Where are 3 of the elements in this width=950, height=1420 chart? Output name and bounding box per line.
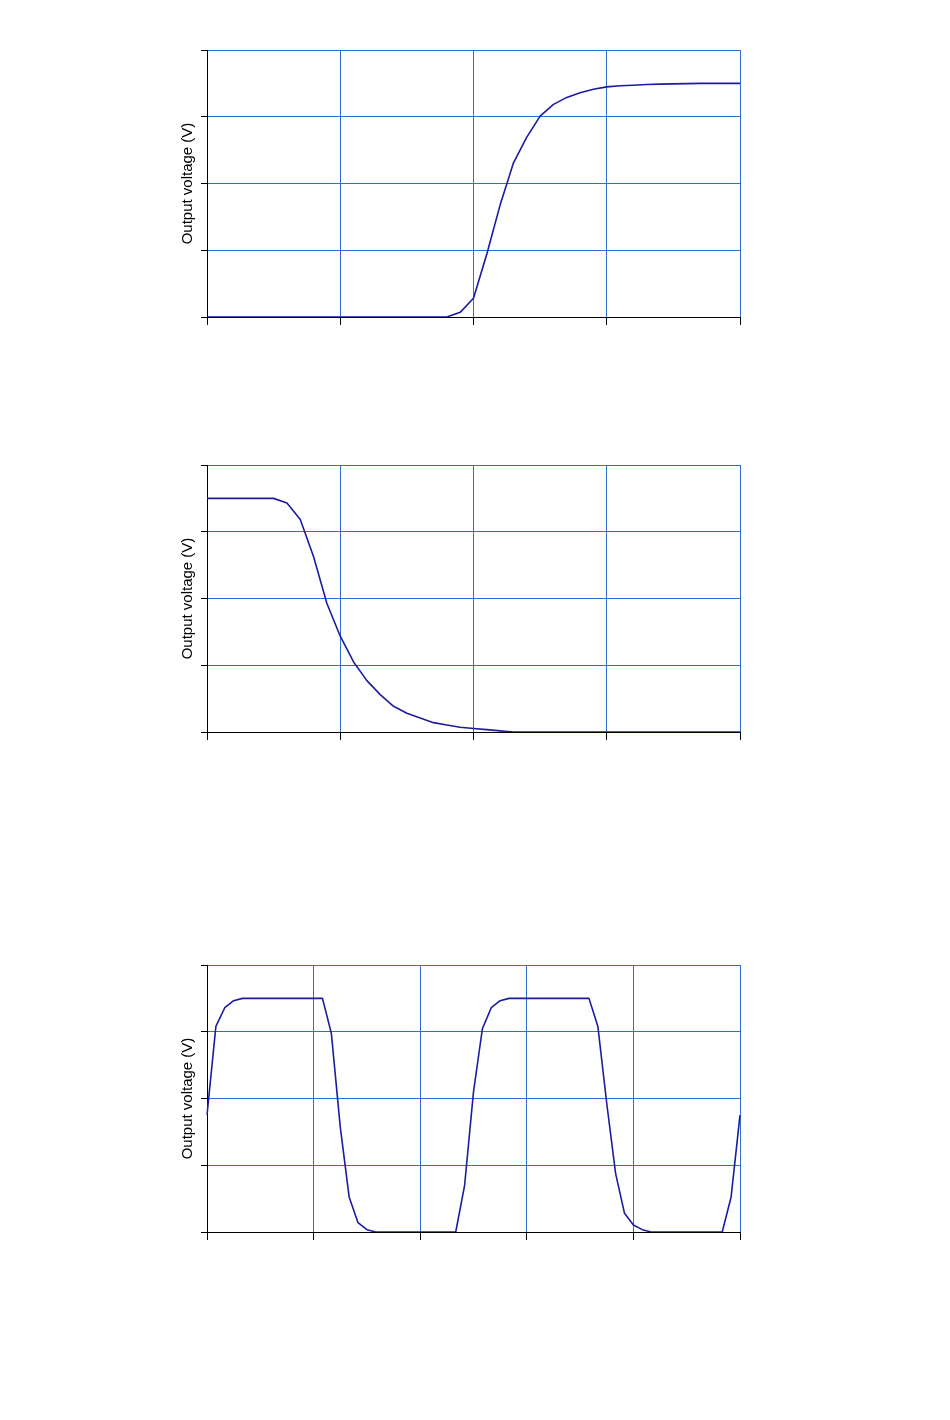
y-axis-title: Output voltage (V): [178, 1037, 196, 1160]
y-axis-title: Output voltage (V): [178, 122, 196, 245]
y-axis-title: Output voltage (V): [178, 537, 196, 660]
